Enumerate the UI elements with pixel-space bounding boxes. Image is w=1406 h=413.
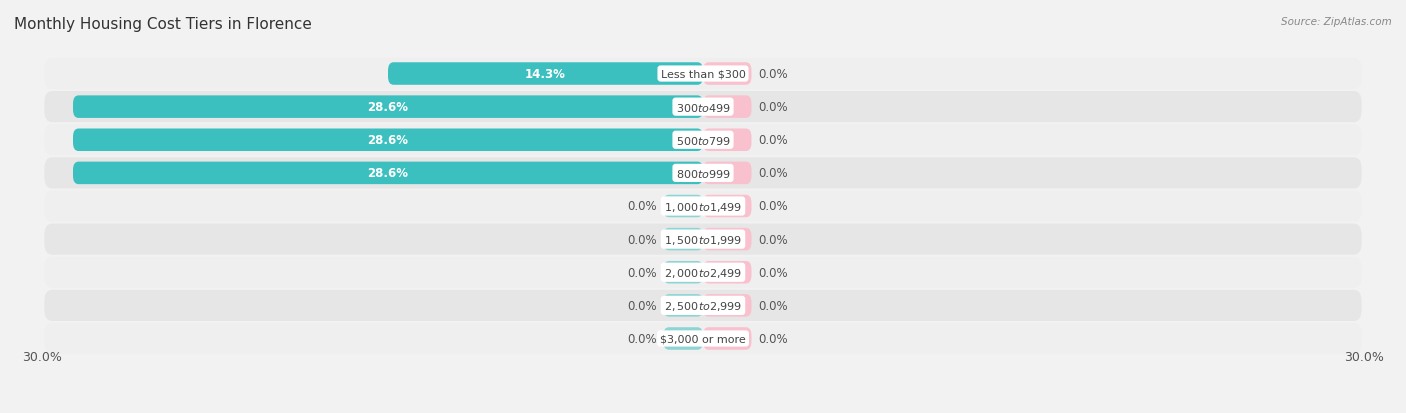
Text: Monthly Housing Cost Tiers in Florence: Monthly Housing Cost Tiers in Florence	[14, 17, 312, 31]
Text: 0.0%: 0.0%	[758, 200, 787, 213]
FancyBboxPatch shape	[45, 125, 1361, 156]
Text: $3,000 or more: $3,000 or more	[661, 334, 745, 344]
FancyBboxPatch shape	[45, 191, 1361, 222]
Text: 28.6%: 28.6%	[367, 167, 409, 180]
FancyBboxPatch shape	[664, 228, 703, 251]
Text: 0.0%: 0.0%	[758, 167, 787, 180]
FancyBboxPatch shape	[703, 63, 751, 85]
FancyBboxPatch shape	[73, 96, 703, 119]
FancyBboxPatch shape	[703, 96, 751, 119]
Text: 28.6%: 28.6%	[367, 101, 409, 114]
FancyBboxPatch shape	[45, 158, 1361, 189]
Text: 0.0%: 0.0%	[758, 332, 787, 345]
FancyBboxPatch shape	[664, 195, 703, 218]
Text: 0.0%: 0.0%	[627, 332, 657, 345]
Text: Source: ZipAtlas.com: Source: ZipAtlas.com	[1281, 17, 1392, 26]
FancyBboxPatch shape	[45, 59, 1361, 90]
FancyBboxPatch shape	[664, 261, 703, 284]
FancyBboxPatch shape	[73, 129, 703, 152]
FancyBboxPatch shape	[664, 294, 703, 317]
FancyBboxPatch shape	[703, 129, 751, 152]
FancyBboxPatch shape	[45, 323, 1361, 354]
Text: 0.0%: 0.0%	[627, 266, 657, 279]
Text: 0.0%: 0.0%	[758, 101, 787, 114]
Text: 0.0%: 0.0%	[627, 299, 657, 312]
Text: 0.0%: 0.0%	[758, 233, 787, 246]
FancyBboxPatch shape	[388, 63, 703, 85]
FancyBboxPatch shape	[45, 224, 1361, 255]
FancyBboxPatch shape	[73, 162, 703, 185]
Text: 28.6%: 28.6%	[367, 134, 409, 147]
FancyBboxPatch shape	[45, 290, 1361, 321]
Text: $800 to $999: $800 to $999	[675, 168, 731, 179]
FancyBboxPatch shape	[664, 328, 703, 350]
FancyBboxPatch shape	[703, 162, 751, 185]
Text: 0.0%: 0.0%	[758, 134, 787, 147]
Text: $1,000 to $1,499: $1,000 to $1,499	[664, 200, 742, 213]
Text: $2,500 to $2,999: $2,500 to $2,999	[664, 299, 742, 312]
Text: 0.0%: 0.0%	[627, 200, 657, 213]
Text: $300 to $499: $300 to $499	[675, 102, 731, 113]
FancyBboxPatch shape	[45, 92, 1361, 123]
FancyBboxPatch shape	[703, 328, 751, 350]
Text: 14.3%: 14.3%	[524, 68, 567, 81]
FancyBboxPatch shape	[703, 261, 751, 284]
Text: $2,000 to $2,499: $2,000 to $2,499	[664, 266, 742, 279]
Text: 0.0%: 0.0%	[758, 266, 787, 279]
Text: $500 to $799: $500 to $799	[675, 135, 731, 146]
FancyBboxPatch shape	[703, 228, 751, 251]
Text: $1,500 to $1,999: $1,500 to $1,999	[664, 233, 742, 246]
Text: 30.0%: 30.0%	[22, 351, 62, 363]
Text: 30.0%: 30.0%	[1344, 351, 1384, 363]
Text: Less than $300: Less than $300	[661, 69, 745, 79]
FancyBboxPatch shape	[703, 195, 751, 218]
Text: 0.0%: 0.0%	[758, 299, 787, 312]
FancyBboxPatch shape	[703, 294, 751, 317]
Text: 0.0%: 0.0%	[627, 233, 657, 246]
Text: 0.0%: 0.0%	[758, 68, 787, 81]
FancyBboxPatch shape	[45, 257, 1361, 288]
